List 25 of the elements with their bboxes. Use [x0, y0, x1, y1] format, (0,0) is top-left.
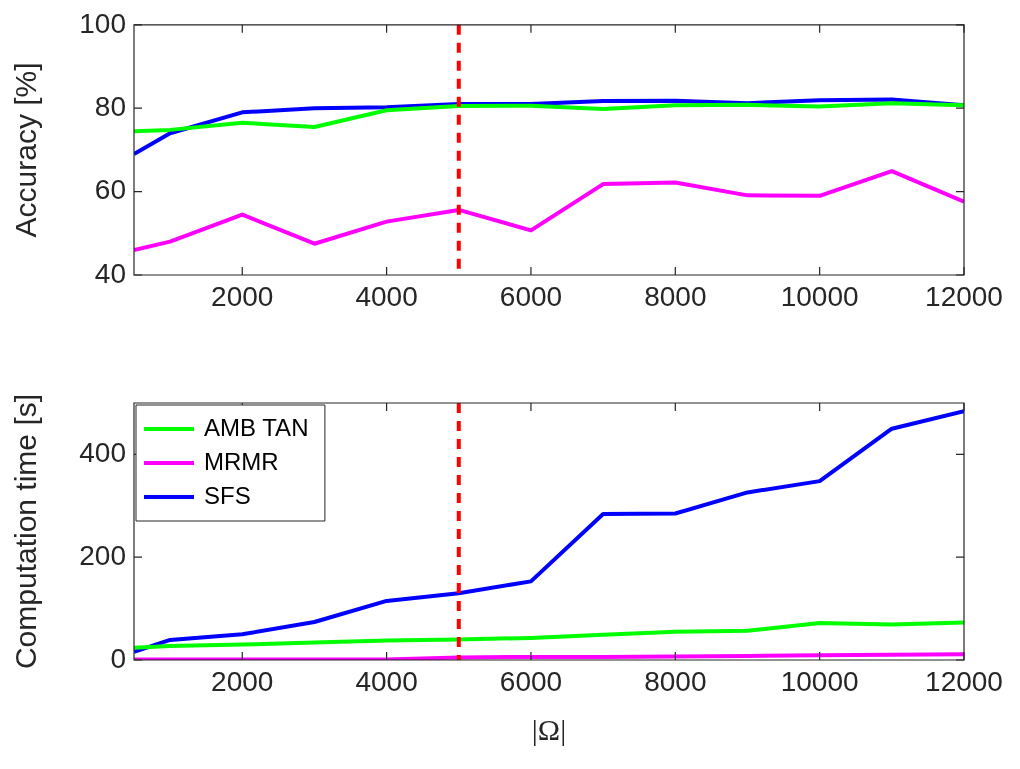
x-tick-label: 2000	[211, 280, 274, 312]
legend-label: AMB TAN	[204, 413, 309, 441]
x-tick-label: 4000	[355, 665, 418, 697]
y-tick-label: 0	[110, 642, 126, 674]
y-tick-label: 400	[79, 437, 126, 469]
x-tick-label: 4000	[355, 280, 418, 312]
x-tick-label: 10000	[780, 280, 859, 312]
y-tick-label: 40	[94, 257, 126, 289]
y-tick-label: 80	[94, 90, 126, 122]
legend-label: SFS	[204, 481, 251, 509]
x-axis-title: |Ω|	[531, 712, 567, 746]
y-tick-label: 100	[79, 7, 126, 39]
legend-label: MRMR	[204, 447, 279, 475]
x-tick-label: 6000	[499, 665, 563, 697]
x-tick-label: 12000	[925, 665, 1003, 697]
x-tick-label: 12000	[925, 280, 1003, 312]
x-tick-label: 2000	[211, 665, 274, 697]
x-tick-label: 8000	[644, 280, 707, 312]
y-tick-label: 200	[79, 539, 126, 571]
y-axis-title: Computation time [s]	[9, 393, 43, 670]
y-tick-label: 60	[94, 174, 126, 206]
x-tick-label: 10000	[780, 665, 859, 697]
x-tick-label: 6000	[499, 280, 563, 312]
x-tick-label: 8000	[644, 665, 707, 697]
y-axis-title: Accuracy [%]	[9, 62, 43, 238]
